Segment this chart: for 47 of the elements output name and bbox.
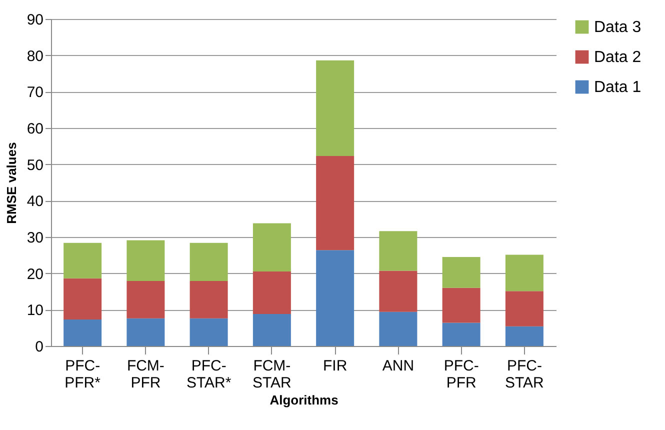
x-tick-label: FIR (322, 358, 348, 374)
bar (252, 314, 291, 346)
bar (379, 312, 418, 346)
y-tick-label: 50 (26, 156, 44, 174)
bar (252, 223, 291, 272)
bar (505, 326, 544, 346)
bar (379, 270, 418, 312)
x-tick-label: PFC-STAR* (186, 358, 232, 392)
bar (126, 240, 165, 281)
y-tick-label: 10 (26, 302, 44, 320)
legend-label: Data 1 (594, 79, 642, 96)
bar (442, 256, 480, 288)
y-tick-label: 80 (26, 48, 44, 65)
x-axis-title: Algorithms (270, 392, 338, 408)
x-tick-label: PFC-STAR (504, 358, 544, 392)
bar (252, 272, 291, 314)
y-tick-label: 40 (26, 193, 44, 210)
bar (316, 156, 354, 250)
y-axis-title: RMSE values (4, 142, 19, 224)
y-tick-label: 90 (26, 12, 44, 28)
bar (126, 280, 165, 318)
legend-label: Data 3 (594, 19, 642, 36)
bar (64, 242, 102, 278)
legend-label: Data 2 (594, 49, 642, 66)
y-tick-label: 70 (26, 84, 44, 102)
bar (316, 60, 354, 156)
bar (64, 278, 102, 320)
bar (64, 319, 102, 346)
bar (442, 322, 480, 346)
bar (505, 254, 544, 292)
x-tick-label: FCM-STAR (252, 358, 292, 392)
y-tick-label: 60 (26, 120, 44, 138)
y-tick-label: 30 (26, 230, 44, 246)
y-tick-label: 20 (26, 266, 44, 283)
bar (190, 242, 228, 281)
x-tick-label: ANN (382, 358, 414, 374)
y-tick-label: 0 (35, 338, 44, 356)
bar (442, 288, 480, 323)
bar (379, 231, 418, 271)
x-tick-label: PFC-PFR (444, 358, 479, 392)
x-tick-label: FCM-PFR (126, 358, 164, 392)
bar (126, 318, 165, 346)
bar (505, 291, 544, 326)
bar (190, 318, 228, 346)
bar (316, 250, 354, 346)
bar (190, 280, 228, 318)
x-tick-label: PFC-PFR* (64, 358, 101, 392)
